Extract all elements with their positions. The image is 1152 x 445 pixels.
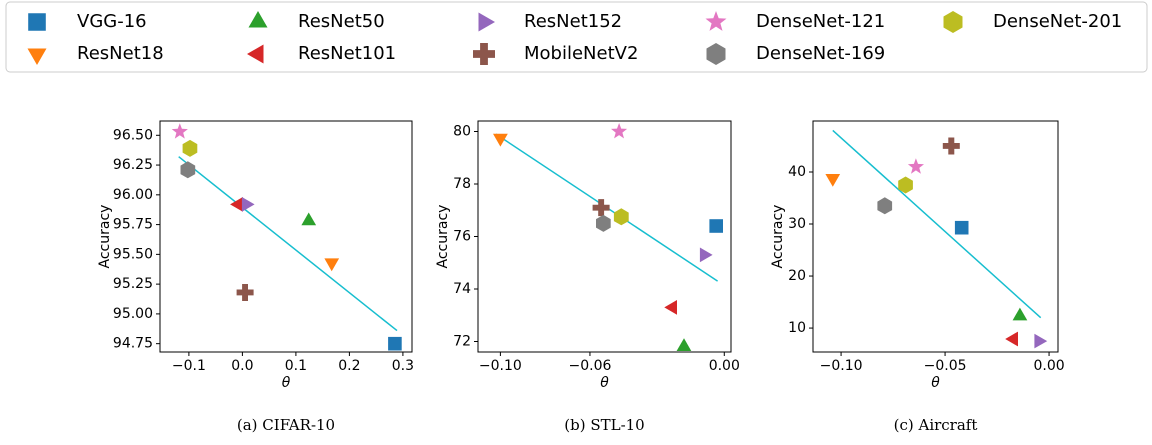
x-tick-label: 0.0 (231, 358, 253, 374)
x-tick-label: −0.10 (820, 358, 863, 374)
y-tick-label: 96.00 (113, 187, 153, 203)
y-tick-label: 40 (788, 164, 806, 180)
x-axis-label: θ (600, 375, 609, 391)
legend-marker (248, 11, 268, 28)
point (592, 199, 610, 217)
x-tick-label: 0.00 (709, 358, 740, 374)
y-tick-label: 95.25 (113, 276, 153, 292)
legend-marker (705, 11, 727, 31)
point (613, 208, 629, 226)
y-axis-label: Accuracy (435, 205, 451, 269)
point (954, 220, 969, 235)
point (907, 158, 924, 174)
point (898, 176, 913, 194)
legend-label: DenseNet-169 (756, 43, 885, 64)
legend-label: MobileNetV2 (524, 43, 638, 64)
caption: (b) STL-10 (564, 416, 644, 434)
fit-line (178, 156, 398, 332)
legend-label: VGG-16 (77, 11, 147, 32)
y-tick-label: 95.50 (113, 246, 153, 262)
x-tick-label: 0.3 (392, 358, 414, 374)
x-tick-label: −0.05 (924, 358, 967, 374)
point (699, 247, 713, 263)
y-tick-label: 96.50 (113, 127, 153, 143)
point (182, 139, 198, 157)
caption: (a) CIFAR-10 (237, 416, 335, 434)
point (825, 174, 841, 187)
plot-frame (159, 120, 413, 353)
point (709, 219, 723, 233)
legend-label: ResNet101 (298, 43, 396, 64)
point (1012, 307, 1028, 321)
x-tick-label: 0.2 (338, 358, 360, 374)
legend-label: ResNet18 (77, 43, 164, 64)
y-tick-label: 95.00 (113, 306, 153, 322)
legend-marker (27, 48, 47, 65)
y-tick-label: 72 (453, 334, 471, 350)
legend-label: DenseNet-121 (756, 11, 885, 32)
y-tick-label: 80 (453, 124, 471, 140)
y-axis-label: Accuracy (770, 205, 786, 269)
point (236, 284, 254, 301)
subplot: −0.1 0.0 0.1 0.2 0.3 94.75 95.00 95.25 95.50 95.7… (97, 120, 414, 434)
y-tick-label: 96.25 (113, 157, 153, 173)
point (180, 161, 196, 179)
x-axis-label: θ (282, 375, 291, 391)
x-tick-label: −0.10 (479, 358, 522, 374)
point (324, 258, 340, 272)
point (241, 197, 255, 212)
point (1005, 331, 1018, 347)
point (171, 123, 188, 139)
point (942, 137, 960, 155)
point (611, 123, 628, 139)
x-axis-label: θ (931, 375, 940, 391)
legend-label: DenseNet-201 (993, 11, 1122, 32)
legend-marker (478, 12, 495, 32)
legend-marker (28, 13, 46, 31)
y-tick-label: 78 (453, 176, 471, 192)
plot-frame (812, 120, 1059, 353)
point (676, 338, 692, 351)
subplot: −0.10 −0.06 0.00 72 74 76 78 80 Accuracy θ (b) STL… (435, 120, 740, 434)
point (230, 197, 243, 212)
y-tick-label: 76 (453, 229, 471, 245)
point (877, 197, 893, 215)
point (388, 336, 402, 351)
legend-marker (473, 43, 495, 65)
y-tick-label: 30 (788, 216, 806, 232)
fit-line (832, 129, 1042, 319)
subplot: −0.10 −0.05 0.00 10 20 30 40 Accuracy θ (c) Aircr… (770, 120, 1065, 434)
point (596, 214, 611, 232)
x-tick-label: −0.1 (172, 358, 206, 374)
legend-marker (706, 43, 726, 65)
y-tick-label: 94.75 (113, 336, 153, 352)
x-tick-label: −0.06 (568, 358, 611, 374)
legend-label: ResNet50 (298, 11, 385, 32)
y-tick-label: 10 (788, 320, 806, 336)
legend-label: ResNet152 (524, 11, 622, 32)
x-tick-label: 0.1 (285, 358, 307, 374)
legend-marker (943, 11, 963, 33)
y-axis-label: Accuracy (97, 205, 113, 269)
y-tick-label: 95.75 (113, 217, 153, 233)
legend-box (5, 1, 1148, 73)
y-tick-label: 74 (453, 281, 471, 297)
legend-marker (247, 44, 264, 64)
x-tick-label: 0.00 (1033, 358, 1064, 374)
caption: (c) Aircraft (894, 416, 978, 434)
point (301, 212, 317, 226)
point (1034, 333, 1048, 349)
point (664, 300, 677, 315)
point (493, 133, 508, 147)
plot-frame (477, 120, 732, 353)
y-tick-label: 20 (788, 268, 806, 284)
